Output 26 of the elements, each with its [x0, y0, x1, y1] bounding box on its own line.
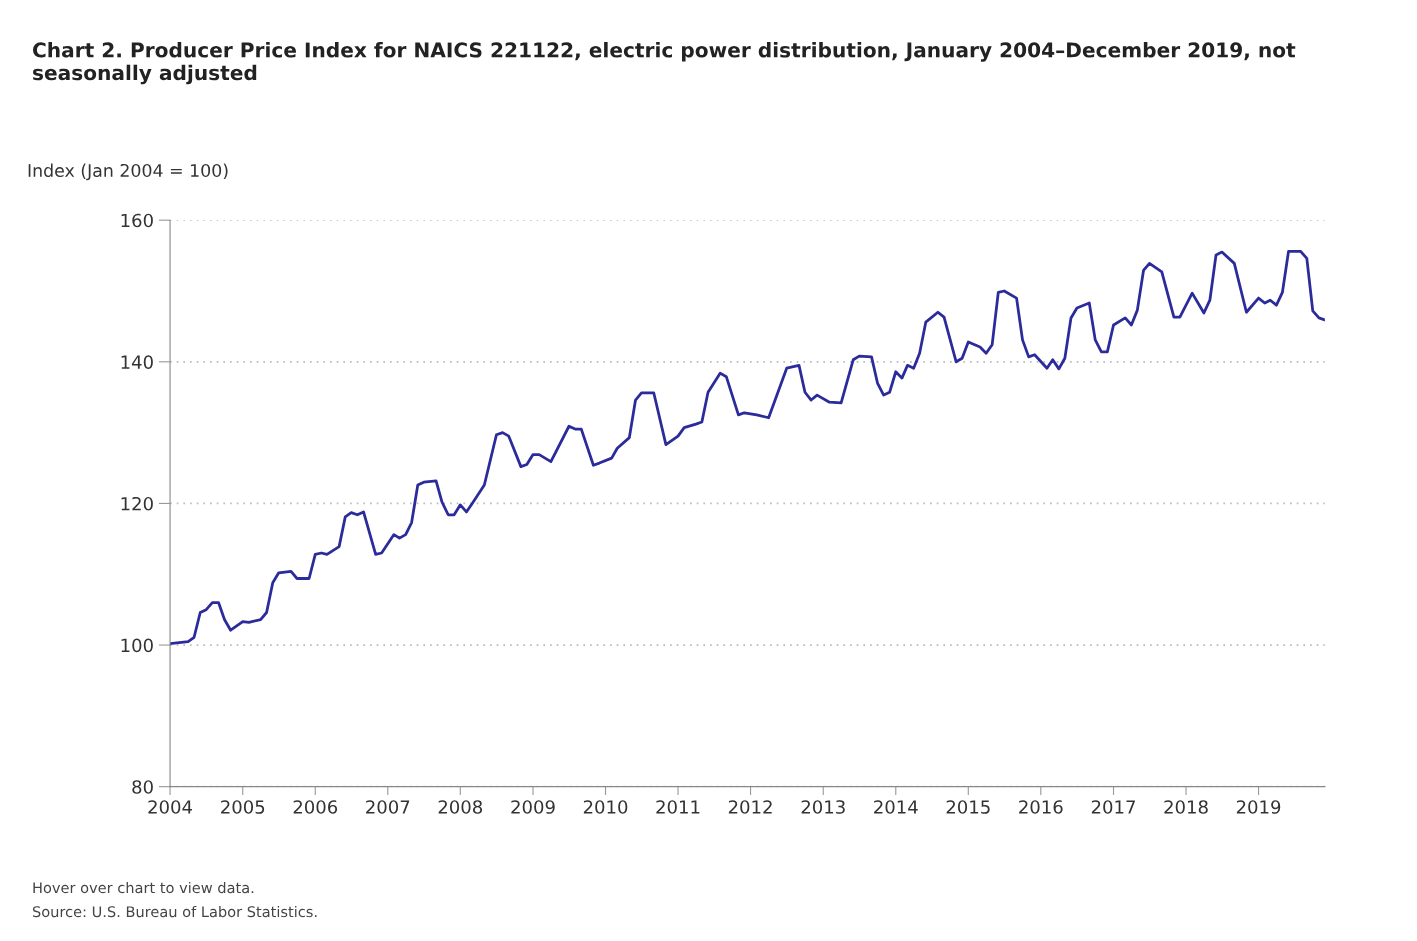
x-tick-label: 2015 [946, 800, 990, 814]
chart-title: Chart 2. Producer Price Index for NAICS 221122, electric power distribution, January 2004–December 2019, not seasonally adjusted [33, 42, 1296, 85]
x-tick-label: 2016 [1019, 800, 1063, 814]
y-tick-label: 140 [121, 355, 153, 369]
x-tick-label: 2008 [438, 800, 483, 814]
y-tick-label: 80 [132, 780, 153, 794]
x-tick-label: 2018 [1164, 800, 1208, 814]
source-note: Source: U.S. Bureau of Labor Statistics. [32, 905, 317, 918]
y-tick-label: 160 [121, 213, 153, 228]
x-tick-label: 2009 [511, 800, 555, 814]
x-tick-label: 2010 [583, 800, 628, 814]
x-tick-label: 2014 [874, 800, 918, 814]
y-tick-label: 120 [121, 496, 153, 511]
text: Hover over chart to view data. [33, 881, 254, 894]
x-tick-label: 2011 [656, 800, 700, 814]
y-axis-title: Index (Jan 2004 = 100) [28, 163, 228, 181]
line-series [170, 249, 1325, 646]
x-tick-label: 2006 [293, 800, 338, 814]
x-tick-label: 2005 [221, 800, 265, 814]
x-tick-label: 2017 [1091, 800, 1135, 814]
x-tick-label: 2007 [366, 800, 410, 814]
x-tick-label: 2019 [1236, 800, 1281, 814]
x-tick-label: 2004 [148, 800, 192, 814]
x-tick-label: 2013 [801, 800, 845, 814]
x-tick-label: 2012 [728, 800, 772, 814]
y-tick-label: 100 [121, 638, 153, 653]
